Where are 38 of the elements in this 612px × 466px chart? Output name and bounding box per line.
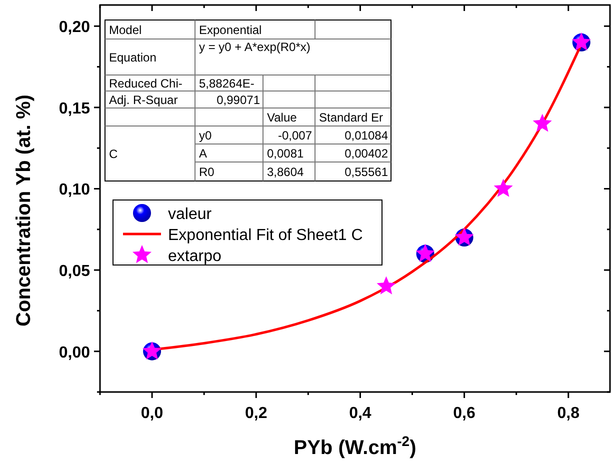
annotation: A [199, 146, 208, 160]
annotation: Value [267, 110, 298, 124]
x-tick-label: 0,8 [557, 405, 580, 422]
y-tick-label: 0,15 [58, 100, 90, 118]
annotation: 0,55561 [344, 165, 388, 179]
annotation: Model [109, 23, 142, 37]
x-tick-label: 0,0 [140, 405, 164, 422]
y-tick-label: 0,20 [58, 19, 90, 36]
y-tick-label: 0,00 [58, 344, 90, 362]
point [532, 114, 552, 132]
annotation: C [109, 147, 118, 161]
y-axis-title: Concentration Yb (at. %) [13, 94, 35, 326]
annotation: Adj. R-Squar [109, 93, 178, 107]
annotation: 5,88264E- [199, 76, 254, 90]
annotation: Reduced Chi- [109, 76, 182, 90]
x-axis-title: PYb (W.cm$^{-2}$) [294, 433, 416, 459]
annotation: y0 [199, 128, 212, 142]
x-tick-label: 0,2 [244, 405, 268, 422]
x-tick-label: 0,6 [453, 405, 476, 422]
annotation: 0,01084 [344, 128, 388, 142]
point [376, 276, 396, 294]
annotation: Equation [109, 50, 156, 64]
annotation: 0,99071 [216, 93, 260, 107]
y-tick-label: 0,10 [58, 182, 90, 199]
annotation: Standard Er [319, 110, 384, 124]
x-tick-label: 0,4 [349, 405, 372, 422]
point [494, 178, 513, 197]
annotation: 3,8604 [267, 165, 304, 179]
annotation: 0,00402 [344, 146, 388, 160]
annotation: Exponential [199, 23, 262, 37]
legend-label: valeur [168, 206, 212, 223]
y-tick-label: 0,05 [58, 263, 90, 280]
annotation: -0,007 [278, 128, 312, 142]
annotation: y = y0 + A*exp(R0*x) [199, 40, 310, 54]
legend-label: extarpo [168, 248, 222, 265]
legend-label: Exponential Fit of Sheet1 C [168, 227, 363, 244]
annotation: 0,0081 [267, 146, 304, 160]
annotation: R0 [199, 165, 215, 179]
